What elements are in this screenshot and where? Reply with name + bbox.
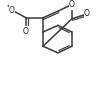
Text: O: O [9,6,15,15]
Text: O: O [23,27,29,36]
Text: O: O [69,0,75,9]
Text: O: O [84,9,90,18]
